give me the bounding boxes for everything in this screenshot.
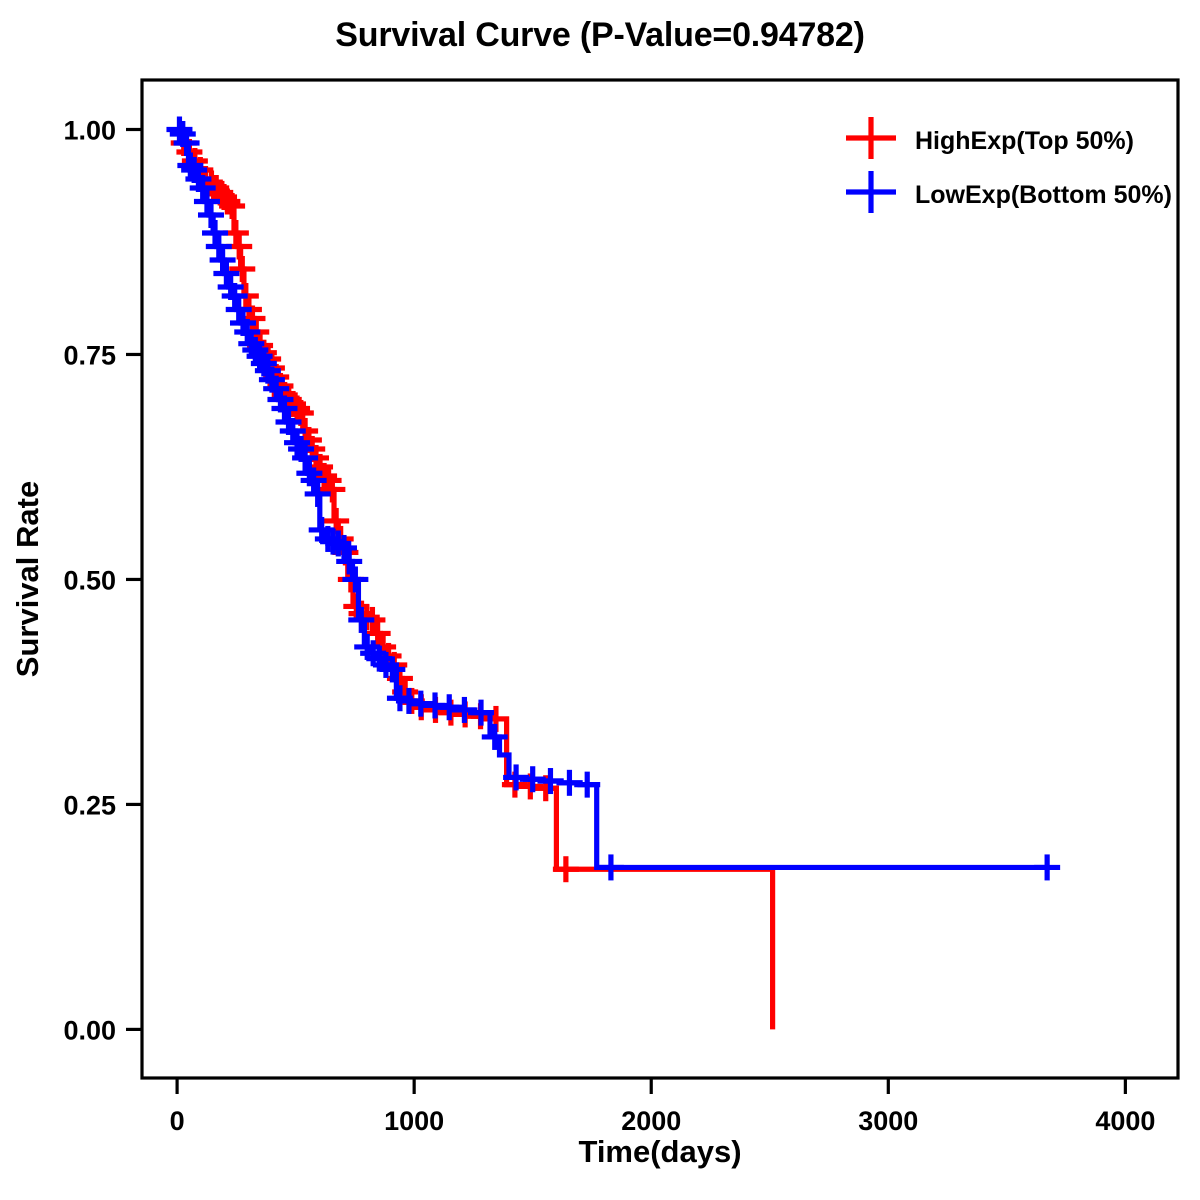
x-axis-title: Time(days)	[578, 1134, 741, 1169]
legend-label-low-exp: LowExp(Bottom 50%)	[915, 181, 1172, 209]
legend-item-low-exp[interactable]: LowExp(Bottom 50%)	[846, 171, 1172, 213]
chart-legend: HighExp(Top 50%) LowExp(Bottom 50%)	[846, 117, 1172, 213]
x-tick-label: 3000	[858, 1106, 918, 1136]
series-lowexp-bottom-50	[166, 116, 1061, 881]
series-highexp-top-50	[170, 126, 776, 1030]
series-layer	[166, 116, 1061, 1030]
y-tick-label: 0.25	[63, 790, 116, 820]
legend-label-high-exp: HighExp(Top 50%)	[915, 127, 1134, 155]
x-tick-label: 2000	[621, 1106, 681, 1136]
legend-item-high-exp[interactable]: HighExp(Top 50%)	[846, 117, 1134, 159]
y-axis-title: Survival Rate	[10, 481, 45, 677]
y-tick-label: 1.00	[63, 115, 116, 145]
survival-step-line	[177, 126, 776, 1030]
y-tick-label: 0.50	[63, 565, 116, 595]
x-tick-label: 4000	[1095, 1106, 1155, 1136]
x-tick-label: 1000	[384, 1106, 444, 1136]
y-tick-label: 0.75	[63, 340, 116, 370]
x-tick-label: 0	[170, 1106, 185, 1136]
plot-frame	[140, 78, 1180, 1080]
y-axis-ticks: 0.00 0.25 0.50 0.75 1.00	[63, 115, 142, 1045]
x-axis-ticks: 0 1000 2000 3000 4000	[170, 1078, 1155, 1136]
y-tick-label: 0.00	[63, 1015, 116, 1045]
chart-title: Survival Curve (P-Value=0.94782)	[335, 16, 865, 54]
survival-step-line	[177, 126, 1048, 871]
